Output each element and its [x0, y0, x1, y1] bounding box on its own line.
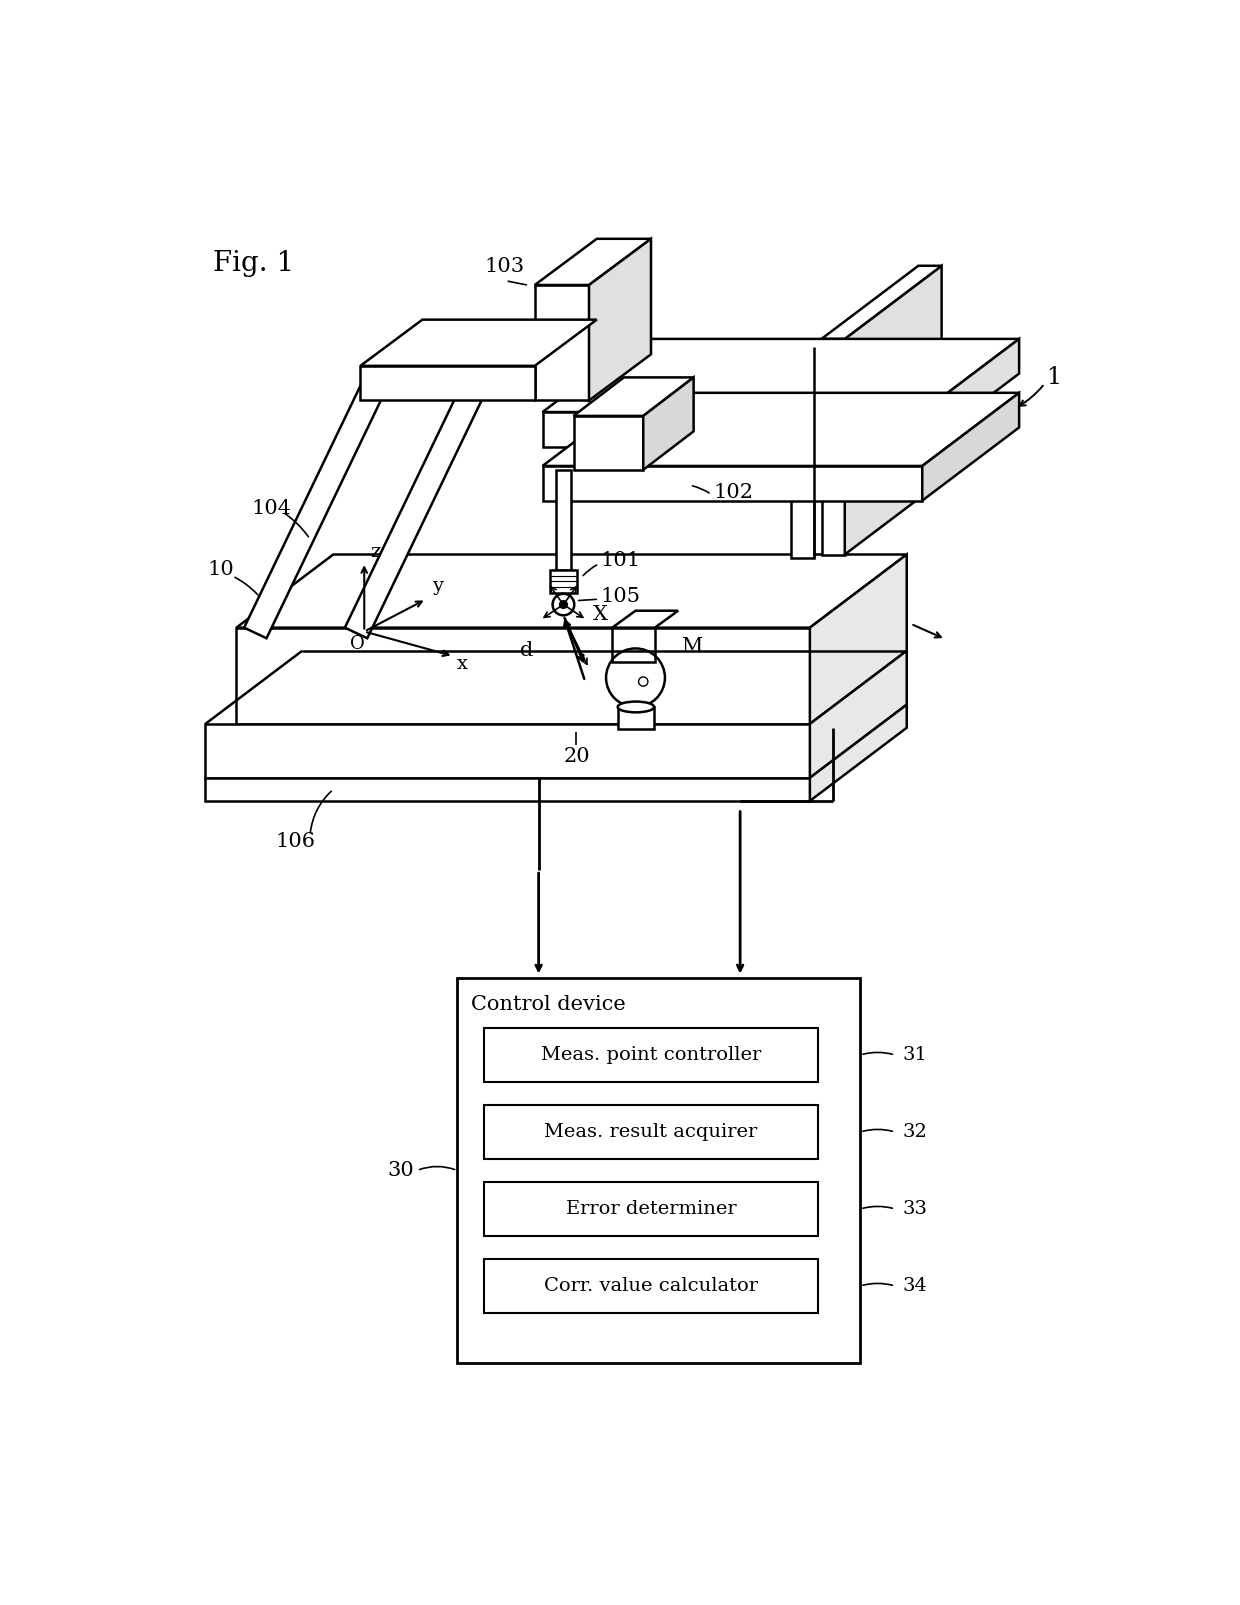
Text: 101: 101	[600, 551, 641, 570]
Polygon shape	[613, 628, 655, 663]
Polygon shape	[361, 366, 534, 401]
Text: 106: 106	[275, 831, 315, 851]
Polygon shape	[345, 369, 491, 639]
Polygon shape	[821, 339, 844, 554]
Text: y: y	[433, 576, 444, 594]
Polygon shape	[821, 266, 941, 339]
Polygon shape	[534, 286, 589, 401]
Text: 1: 1	[1047, 366, 1061, 388]
Text: 10: 10	[207, 560, 234, 579]
Polygon shape	[237, 628, 810, 724]
Polygon shape	[556, 470, 572, 570]
Text: Control device: Control device	[471, 995, 626, 1014]
Polygon shape	[543, 339, 1019, 412]
Polygon shape	[791, 347, 813, 559]
Text: 31: 31	[903, 1046, 928, 1064]
Text: O: O	[351, 636, 365, 653]
Text: 20: 20	[563, 746, 590, 766]
Text: X: X	[593, 605, 608, 624]
Polygon shape	[206, 724, 810, 778]
Polygon shape	[206, 778, 810, 801]
Polygon shape	[810, 554, 906, 724]
Text: z: z	[371, 542, 381, 560]
Polygon shape	[618, 706, 655, 729]
Text: Meas. result acquirer: Meas. result acquirer	[544, 1124, 758, 1141]
Polygon shape	[543, 465, 923, 501]
Polygon shape	[534, 239, 651, 286]
Polygon shape	[543, 393, 1019, 465]
Polygon shape	[573, 377, 693, 416]
Text: Meas. point controller: Meas. point controller	[541, 1046, 761, 1064]
Text: Fig. 1: Fig. 1	[213, 250, 294, 278]
Text: Error determiner: Error determiner	[565, 1201, 737, 1218]
Text: 104: 104	[252, 499, 291, 518]
Bar	[485, 1181, 817, 1236]
Text: 32: 32	[903, 1124, 928, 1141]
Ellipse shape	[618, 701, 655, 713]
Text: 34: 34	[903, 1278, 928, 1295]
Polygon shape	[844, 266, 941, 554]
Text: 103: 103	[485, 257, 525, 276]
Text: 33: 33	[903, 1201, 928, 1218]
Text: 105: 105	[600, 587, 641, 607]
Polygon shape	[237, 554, 906, 628]
Text: 102: 102	[713, 483, 753, 502]
Polygon shape	[573, 416, 644, 470]
Text: Corr. value calculator: Corr. value calculator	[544, 1278, 758, 1295]
Bar	[485, 1258, 817, 1313]
Text: d: d	[521, 642, 533, 660]
Polygon shape	[810, 650, 906, 778]
Text: M: M	[682, 637, 703, 656]
Bar	[458, 977, 861, 1363]
Polygon shape	[361, 319, 596, 366]
Polygon shape	[543, 412, 923, 446]
Polygon shape	[923, 339, 1019, 446]
Bar	[485, 1106, 817, 1159]
Polygon shape	[810, 705, 906, 801]
Polygon shape	[589, 239, 651, 401]
Polygon shape	[244, 369, 391, 639]
Polygon shape	[613, 612, 678, 628]
Text: 30: 30	[387, 1160, 414, 1180]
Polygon shape	[551, 570, 578, 592]
Polygon shape	[644, 377, 693, 470]
Circle shape	[559, 600, 567, 608]
Text: x: x	[458, 655, 469, 672]
Bar	[485, 1029, 817, 1082]
Polygon shape	[923, 393, 1019, 501]
